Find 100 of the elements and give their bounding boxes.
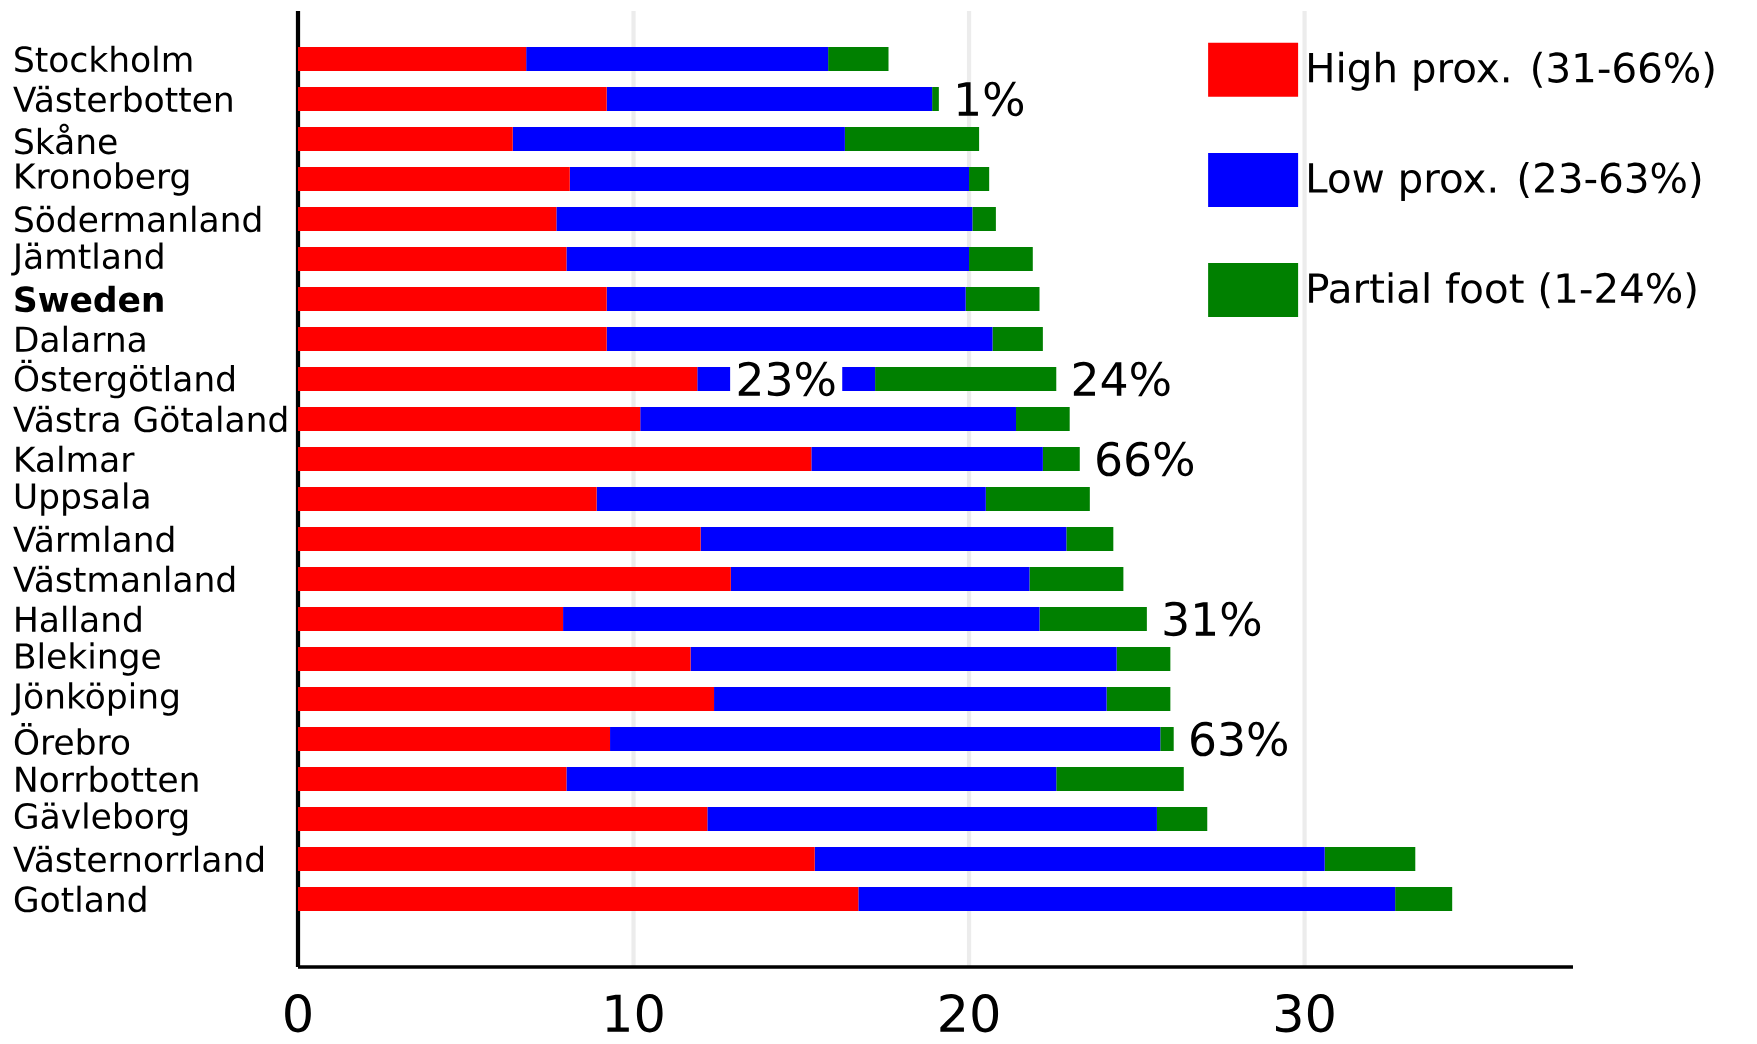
bar — [298, 407, 641, 432]
bar — [1106, 687, 1171, 712]
bar — [298, 647, 691, 672]
annotation: 63% — [1191, 721, 1287, 757]
bar — [969, 167, 990, 192]
bar — [1160, 727, 1174, 752]
y-tick-label: Örebro — [14, 723, 130, 755]
x-tick-label: 0 — [285, 993, 311, 1033]
annotation: 24% — [1073, 361, 1170, 397]
y-tick-label: Västernorrland — [13, 845, 264, 873]
bar — [298, 767, 567, 792]
bar — [298, 87, 607, 112]
bar — [512, 127, 845, 152]
legend-label: Low prox. (23-63%) — [1309, 161, 1701, 201]
y-tick-label: Södermanland — [15, 205, 261, 233]
bar — [298, 887, 859, 912]
y-tick-label: Uppsala — [15, 482, 149, 516]
bar — [298, 207, 557, 232]
bar — [298, 127, 513, 152]
y-tick-label: Gävleborg — [14, 802, 188, 836]
y-tick-label: Östergötland — [14, 359, 234, 399]
y-tick-label: Västmanland — [13, 565, 235, 593]
y-tick-label: Stockholm — [15, 45, 192, 73]
y-tick-label: Kronoberg — [16, 162, 189, 196]
bar — [730, 567, 1030, 592]
y-tick-label: Norrbotten — [16, 765, 198, 793]
bar — [526, 47, 829, 72]
bar — [1056, 767, 1184, 792]
bar — [972, 207, 996, 232]
bar — [1156, 807, 1208, 832]
bar — [828, 47, 889, 72]
bar — [298, 807, 708, 832]
bar — [298, 487, 597, 512]
y-tick-label: Värmland — [13, 525, 174, 553]
bar — [640, 407, 1017, 432]
bar — [298, 527, 701, 552]
bar — [298, 327, 607, 352]
bar — [875, 367, 1057, 392]
bar — [985, 487, 1090, 512]
bar — [606, 87, 933, 112]
y-tick-label: Gotland — [14, 885, 146, 913]
annotation: 66% — [1097, 441, 1194, 477]
y-tick-label: Västra Götaland — [13, 405, 287, 433]
y-tick-label: Halland — [16, 605, 141, 633]
y-tick-label: Jönköping — [11, 682, 178, 716]
bar — [566, 767, 1057, 792]
y-tick-label: Blekinge — [16, 642, 160, 676]
x-tick-label: 30 — [1276, 993, 1334, 1033]
x-tick-label: 10 — [606, 993, 663, 1033]
bar — [1029, 567, 1124, 592]
bar — [1042, 447, 1080, 472]
bar — [596, 487, 986, 512]
bar — [1116, 647, 1171, 672]
bar — [556, 207, 973, 232]
y-tick-label: Sweden — [15, 285, 163, 313]
bar — [707, 807, 1157, 832]
bar — [965, 287, 1040, 312]
bar — [969, 247, 1033, 272]
bar — [298, 167, 570, 192]
bar — [610, 727, 1161, 752]
bar — [606, 287, 966, 312]
legend-label: Partial foot (1-24%) — [1309, 272, 1696, 309]
bar — [1016, 407, 1070, 432]
bar — [700, 527, 1067, 552]
bar — [1066, 527, 1114, 552]
bar — [858, 887, 1396, 912]
bar — [298, 847, 815, 872]
legend-label: High prox. (31-66%) — [1309, 51, 1714, 91]
bar — [298, 367, 698, 392]
bar — [932, 87, 939, 112]
bar — [1395, 887, 1453, 912]
bar — [298, 567, 731, 592]
bar — [690, 647, 1117, 672]
bar — [298, 287, 607, 312]
annotation: 31% — [1164, 601, 1261, 637]
bar — [298, 47, 527, 72]
bar — [714, 687, 1107, 712]
annotation: 1% — [958, 81, 1024, 117]
bar — [298, 687, 715, 712]
x-tick-label: 20 — [940, 993, 999, 1033]
bar — [569, 167, 970, 192]
y-tick-label: Jämtland — [11, 242, 163, 276]
bar — [298, 727, 611, 752]
annotation: 23% — [738, 361, 835, 397]
bar — [566, 247, 970, 272]
y-tick-label: Västerbotten — [13, 85, 232, 113]
y-tick-label: Kalmar — [16, 445, 135, 473]
bar — [1324, 847, 1416, 872]
bar — [992, 327, 1043, 352]
bar — [298, 247, 567, 272]
y-tick-label: Dalarna — [16, 325, 145, 353]
bar — [563, 607, 1040, 632]
bar — [298, 607, 564, 632]
bar — [298, 447, 812, 472]
bar — [811, 447, 1043, 472]
bar — [814, 847, 1325, 872]
bar — [844, 127, 980, 152]
y-tick-label: Skåne — [15, 123, 117, 155]
bar — [1039, 607, 1147, 632]
bar — [606, 327, 993, 352]
